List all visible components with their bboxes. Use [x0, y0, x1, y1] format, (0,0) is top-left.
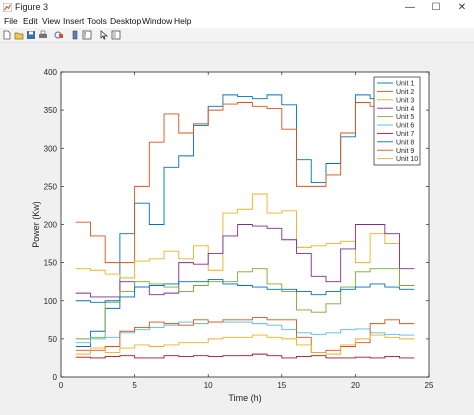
- toolbar: [0, 28, 474, 43]
- menu-window[interactable]: Window: [142, 16, 173, 26]
- legend-label: Unit 6: [396, 123, 414, 130]
- y-tick-label: 400: [44, 68, 58, 77]
- y-tick-label: 250: [44, 182, 58, 191]
- menu-bar: File Edit View Insert Tools Desktop Wind…: [0, 15, 474, 28]
- close-button[interactable]: ✕: [457, 2, 467, 13]
- x-tick-label: 20: [351, 381, 360, 390]
- minimize-button[interactable]: —: [405, 2, 415, 13]
- menu-file[interactable]: File: [4, 16, 18, 26]
- insert-colorbar-icon[interactable]: [70, 30, 80, 40]
- open-file-icon[interactable]: [14, 30, 24, 40]
- series-line-unit-2[interactable]: [75, 102, 415, 264]
- y-tick-label: 300: [44, 144, 58, 153]
- x-axis-label: Time (h): [228, 393, 261, 403]
- legend-label: Unit 1: [396, 81, 414, 88]
- y-axis-label: Power (Kw): [31, 201, 41, 248]
- x-tick-label: 0: [59, 381, 64, 390]
- legend-label: Unit 10: [396, 156, 418, 163]
- menu-tools[interactable]: Tools: [87, 16, 107, 26]
- legend-label: Unit 3: [396, 97, 414, 104]
- legend-label: Unit 4: [396, 106, 414, 113]
- menu-edit[interactable]: Edit: [23, 16, 38, 26]
- link-plot-icon[interactable]: [54, 30, 64, 40]
- series-line-unit-10[interactable]: [75, 334, 415, 355]
- menu-insert[interactable]: Insert: [63, 16, 85, 26]
- series-line-unit-8[interactable]: [75, 278, 415, 303]
- legend-label: Unit 9: [396, 148, 414, 155]
- y-tick-label: 200: [44, 221, 58, 230]
- title-bar: Figure 3 — ☐ ✕: [0, 0, 474, 15]
- property-inspector-icon[interactable]: [111, 30, 121, 40]
- series-line-unit-7[interactable]: [75, 353, 415, 359]
- x-tick-label: 15: [277, 381, 286, 390]
- matlab-figure-icon: [3, 3, 12, 12]
- x-tick-label: 10: [204, 381, 213, 390]
- maximize-button[interactable]: ☐: [431, 2, 441, 13]
- y-tick-label: 50: [48, 335, 57, 344]
- insert-legend-icon[interactable]: [82, 30, 92, 40]
- save-icon[interactable]: [26, 30, 36, 40]
- window-title: Figure 3: [15, 2, 49, 12]
- legend-label: Unit 5: [396, 114, 414, 121]
- y-tick-label: 0: [53, 373, 58, 382]
- y-tick-label: 350: [44, 106, 58, 115]
- pointer-icon[interactable]: [99, 30, 109, 40]
- menu-desktop[interactable]: Desktop: [110, 16, 142, 26]
- figure-canvas: 0 5 10 15 20 25 0 50 100 150 200 250 300 350 400 Time (…: [0, 43, 474, 415]
- print-icon[interactable]: [38, 30, 48, 40]
- menu-view[interactable]: View: [42, 16, 61, 26]
- legend-label: Unit 7: [396, 131, 414, 138]
- legend-label: Unit 8: [396, 139, 414, 146]
- series-line-unit-6[interactable]: [75, 321, 415, 344]
- x-tick-label: 5: [132, 381, 137, 390]
- x-tick-label: 25: [425, 381, 434, 390]
- y-tick-label: 100: [44, 297, 58, 306]
- legend-label: Unit 2: [396, 89, 414, 96]
- series-line-unit-3[interactable]: [75, 193, 415, 286]
- new-figure-icon[interactable]: [2, 30, 12, 40]
- y-tick-label: 150: [44, 259, 58, 268]
- menu-help[interactable]: Help: [174, 16, 192, 26]
